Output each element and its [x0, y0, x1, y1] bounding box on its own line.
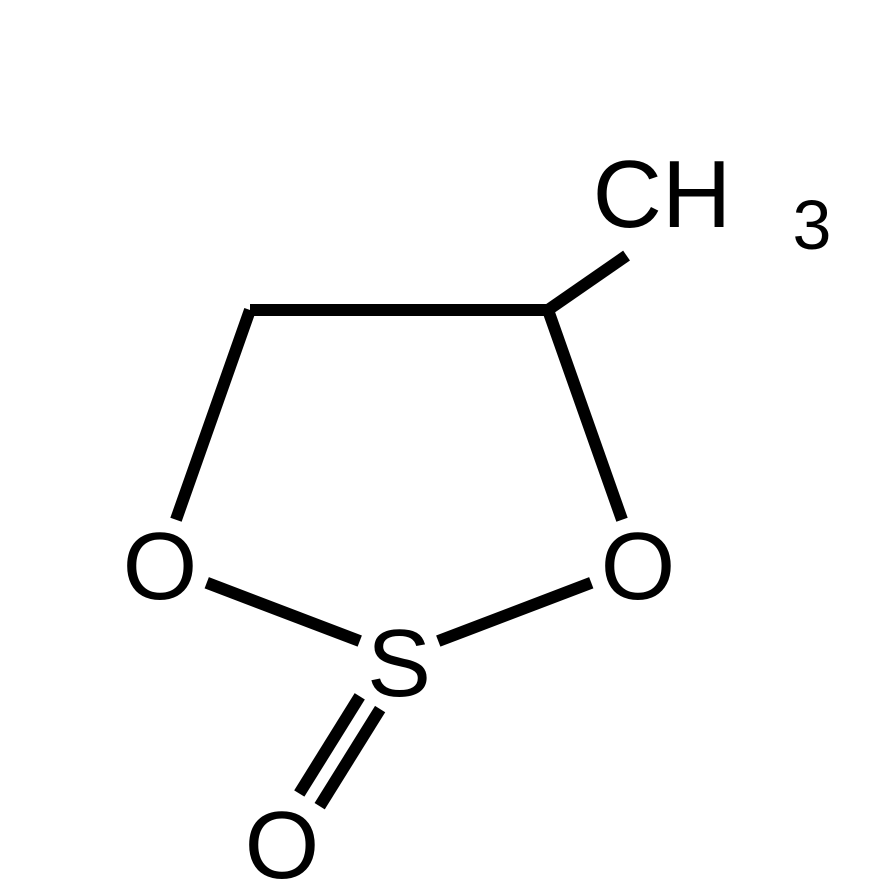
bond-single	[548, 310, 622, 520]
bond-single	[176, 310, 250, 520]
svg-text:3: 3	[793, 186, 832, 264]
bond-single	[207, 583, 360, 641]
atom-label-O: O	[245, 792, 320, 890]
svg-text:CH: CH	[593, 141, 732, 248]
atom-label-O: O	[601, 513, 676, 620]
bond-double	[320, 709, 380, 806]
bond-single	[548, 256, 627, 310]
atom-label-CH3: CH 3	[593, 141, 832, 264]
atom-label-O: O	[123, 513, 198, 620]
bond-single	[438, 583, 591, 641]
atom-label-S: S	[367, 610, 431, 717]
chemical-structure-diagram: OOSOCH3	[0, 0, 890, 890]
bond-double	[299, 696, 359, 793]
